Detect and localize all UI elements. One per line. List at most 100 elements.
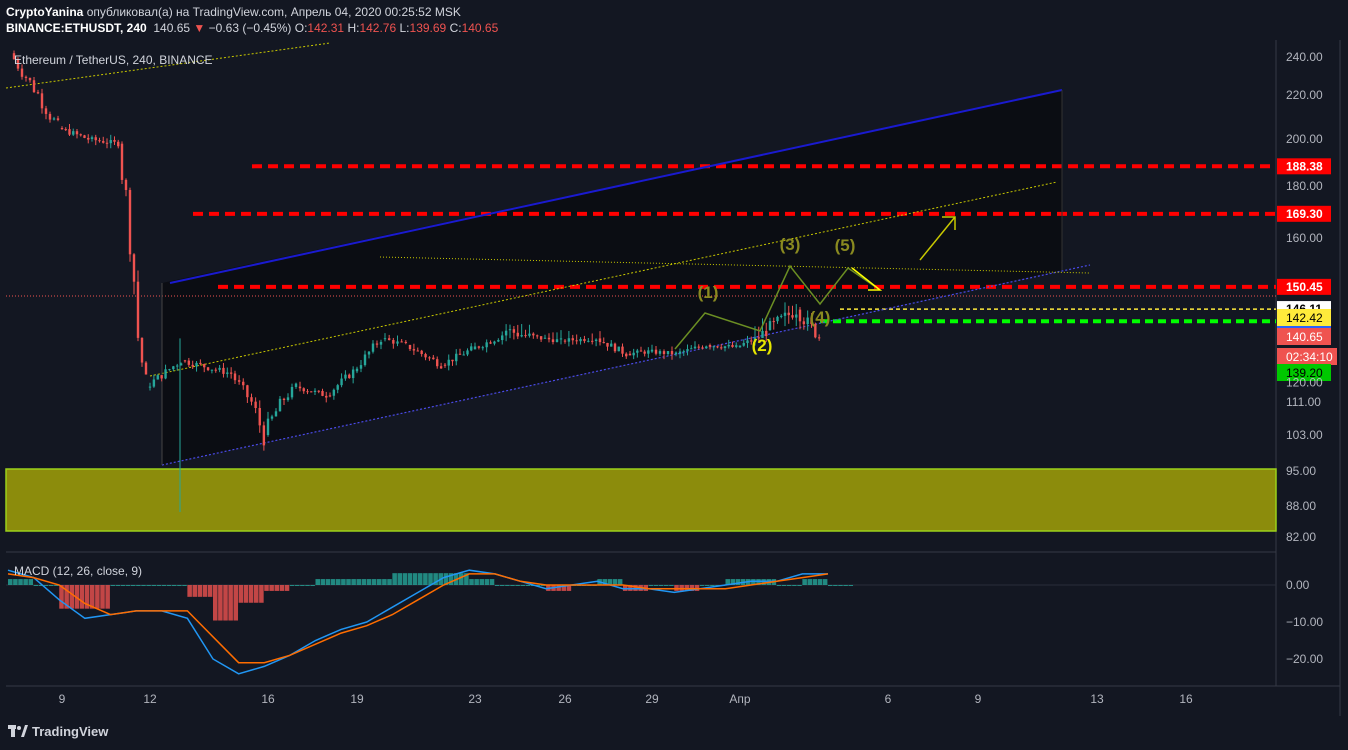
macd-histogram-bar [566, 585, 572, 591]
candle-body [396, 341, 399, 344]
candle-body [625, 353, 628, 357]
macd-histogram-bar [418, 573, 423, 585]
candle-body [98, 140, 101, 142]
price-axis[interactable]: 240.00 220.00 200.00 180.00 160.00 120.00 111.… [1286, 50, 1323, 544]
candle-body [359, 365, 363, 369]
candle-body [313, 390, 317, 393]
macd-histogram-bar [561, 585, 567, 591]
close-value: 140.65 [461, 21, 499, 35]
macd-histogram-bar [541, 585, 546, 586]
candle-body [516, 332, 519, 337]
macd-histogram-bar [489, 579, 495, 585]
candle-body [606, 342, 609, 347]
price-badge [1277, 348, 1337, 365]
candle-body [632, 352, 635, 356]
chart-canvas[interactable]: 188.38169.30150.45146.11143.72142.42140.… [0, 0, 1348, 716]
wave-annotations[interactable]: (1) (2) (3) (4) (5) [674, 216, 956, 355]
candle-body [340, 378, 343, 386]
candle-body [12, 53, 16, 60]
candle-body [598, 338, 602, 343]
candle-body [392, 340, 395, 344]
macd-histogram-bar [469, 579, 474, 585]
time-tick-label: 19 [350, 692, 364, 706]
macd-histogram-bar [382, 579, 387, 585]
candle-body [52, 118, 56, 120]
candle-body [551, 339, 555, 343]
candle-body [199, 362, 202, 365]
trend-lines[interactable] [5, 42, 1091, 466]
candle-body [120, 143, 124, 180]
candle-body [105, 142, 109, 144]
macd-histogram-bar [710, 585, 715, 586]
candle-body [594, 339, 598, 342]
price-badge-label: 139.20 [1286, 366, 1323, 380]
candle-body [64, 129, 67, 131]
candle-body [294, 383, 298, 387]
candle-body [455, 353, 458, 362]
macd-histogram-bar [289, 585, 295, 586]
author-name[interactable]: CryptoYanina [6, 5, 84, 19]
ohlc-line: BINANCE:ETHUSDT, 240 140.65 ▼ −0.63 (−0.… [6, 21, 498, 35]
macd-histogram-bar [484, 579, 490, 585]
macd-histogram-bar [300, 585, 305, 586]
candle-body [697, 346, 700, 348]
candle-body [536, 335, 539, 337]
macd-histogram-bar [125, 585, 131, 586]
candle-body [674, 352, 678, 355]
macd-histogram-bar [776, 585, 782, 586]
candle-body [470, 346, 473, 351]
candle-body [210, 369, 214, 371]
macd-histogram-bar [310, 585, 315, 586]
wave-label: (4) [810, 308, 831, 327]
macd-histogram-bar [69, 585, 75, 609]
candle-body [258, 408, 261, 426]
level-badge [1277, 158, 1331, 175]
candle-body [489, 342, 492, 344]
channel-upper-line [169, 89, 1063, 284]
macd-histogram-bar [705, 585, 710, 586]
time-tick-label: 13 [1090, 692, 1104, 706]
price-tick-label: 220.00 [1286, 88, 1323, 102]
projection-arrow [851, 267, 883, 291]
tradingview-logo[interactable]: TradingView [8, 724, 108, 739]
support-zone[interactable] [5, 468, 1277, 532]
candle-body [613, 343, 617, 352]
projection-arrow-up [919, 216, 956, 261]
candle-body [214, 369, 217, 371]
macd-histogram-bar [166, 585, 172, 586]
candle-body [28, 77, 32, 81]
candle-body [375, 343, 379, 345]
candle-body [302, 388, 305, 392]
macd-histogram-bar [423, 573, 428, 585]
level-badge-label: 188.38 [1286, 159, 1323, 173]
candle-body [336, 385, 339, 390]
candle-body [351, 369, 355, 379]
candle-body [94, 137, 97, 141]
footer-bar [0, 716, 1348, 750]
candle-body [72, 131, 75, 135]
macd-histogram-bar [100, 585, 105, 609]
macd-histogram-bar [110, 585, 116, 586]
candle-body [176, 365, 179, 367]
candle-body [412, 349, 416, 351]
wave-label: (1) [698, 283, 719, 302]
candle-body [591, 340, 594, 342]
price-tick-label: 160.00 [1286, 231, 1323, 245]
candle-body [286, 397, 290, 401]
candle-body [117, 141, 120, 147]
candle-body [686, 349, 689, 352]
candle-body [780, 315, 783, 317]
macd-histogram-bar [664, 585, 669, 586]
candle-body [636, 350, 639, 353]
macd-histogram-bar [407, 573, 413, 585]
candle-body [628, 353, 632, 356]
publish-text: опубликовал(а) на TradingView.com, Апрел… [86, 5, 461, 19]
macd-histogram-bar [725, 579, 731, 585]
candle-body [690, 348, 693, 350]
macd-histogram-bar [817, 579, 823, 585]
time-axis[interactable]: 9 12 16 19 23 26 29 Апр 6 9 13 16 [59, 692, 1193, 706]
price-badge-label: 02:34:10 [1286, 350, 1333, 364]
macd-histogram-bar [79, 585, 85, 609]
candle-body [109, 139, 112, 144]
macd-histogram-bar [269, 585, 274, 591]
